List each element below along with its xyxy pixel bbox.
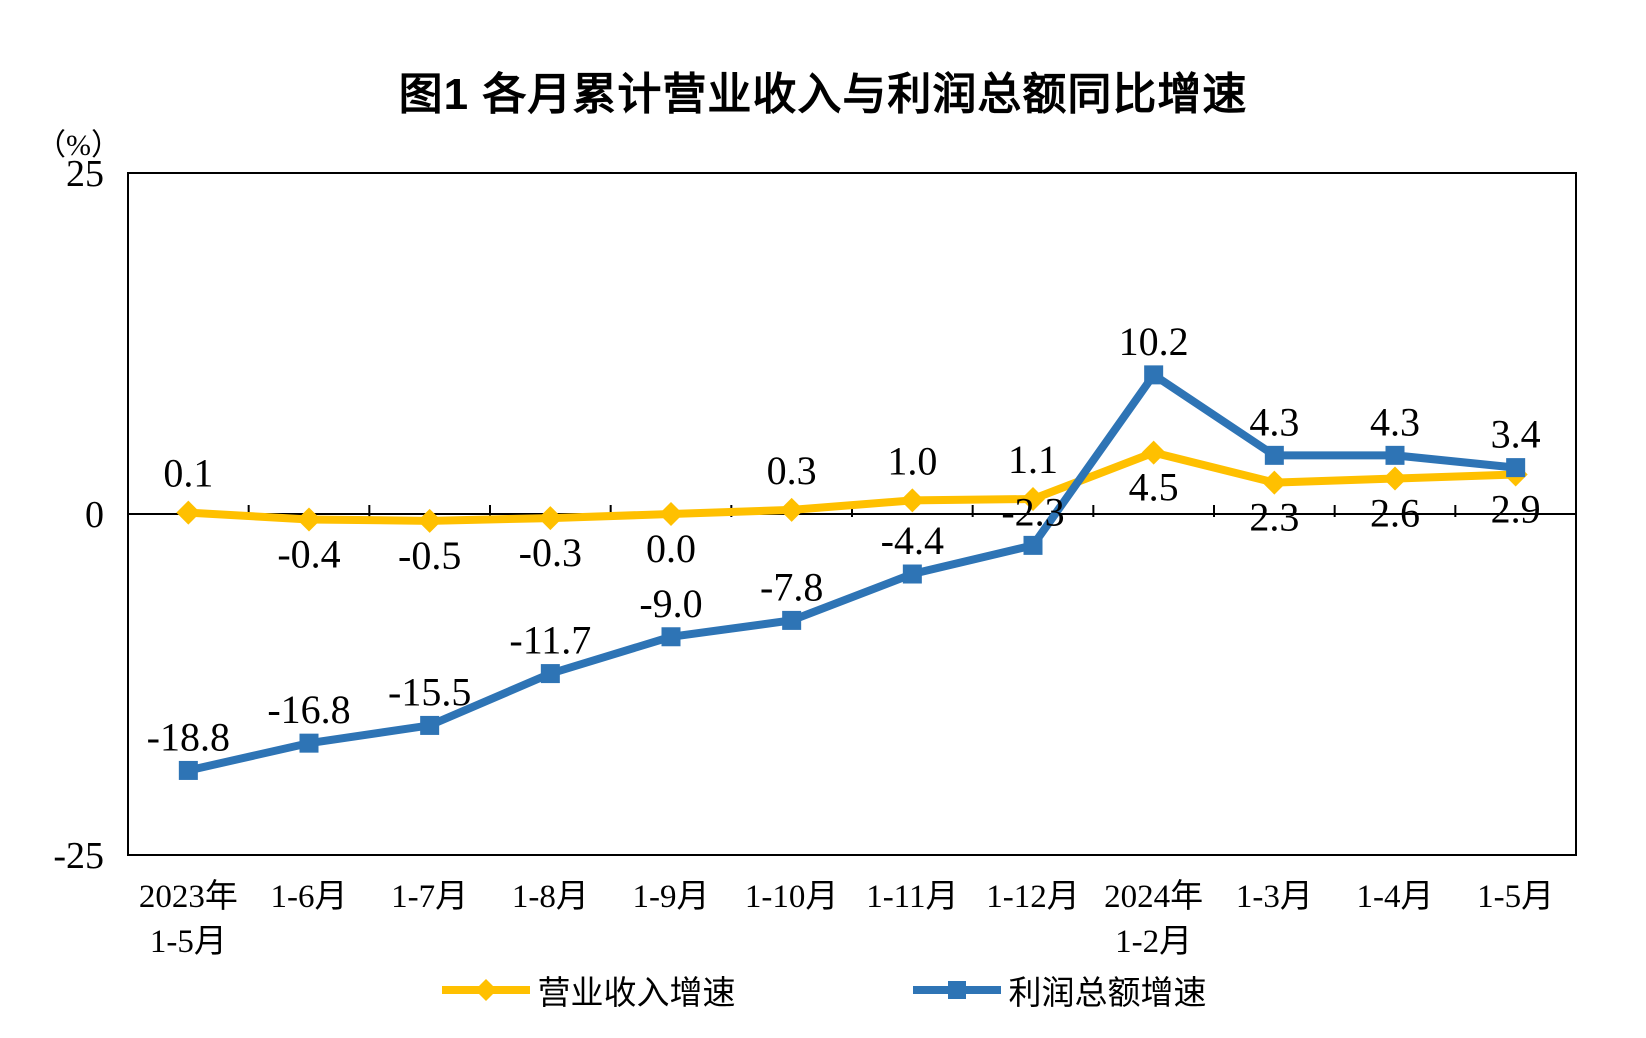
chart-title: 图1 各月累计营业收入与利润总额同比增速 [398,70,1248,119]
data-label: -16.8 [267,687,350,732]
data-label: 2.9 [1491,486,1541,531]
data-label: 0.0 [646,526,696,571]
y-tick-label: 25 [66,153,104,195]
data-label: 10.2 [1119,319,1189,364]
x-category-label: 1-4月 [1357,879,1434,915]
series-line-1 [188,448,1516,525]
x-category-label: 1-5月 [1477,879,1554,915]
square-marker [1264,445,1284,465]
square-marker [902,564,922,584]
square-marker [420,715,440,735]
data-label: 1.1 [1008,437,1058,482]
legend-square-marker-icon [912,981,1001,999]
diamond-marker [900,488,925,513]
x-category-label: 1-6月 [271,879,348,915]
data-label: -2.3 [1001,489,1064,534]
x-category-label: 2023年 [139,878,238,915]
legend-diamond-marker-icon [441,979,530,1001]
data-label: -0.5 [398,533,461,578]
data-label: 1.0 [887,438,937,483]
square-marker [1506,458,1526,478]
chart-legend: 营业收入增速 利润总额增速 [0,966,1646,1014]
data-label: 2.3 [1249,495,1299,540]
diamond-marker [1262,470,1287,495]
diamond-marker [1383,466,1407,491]
square-marker [1385,445,1405,465]
x-category-label: 1-9月 [633,879,710,915]
diamond-marker [417,508,442,533]
data-label: -15.5 [388,669,471,714]
data-label: -11.7 [509,618,591,663]
x-category-label: 1-7月 [391,879,468,915]
y-tick-label: 0 [85,494,104,536]
square-marker [661,627,681,647]
legend-item-1: 营业收入增速 [440,966,736,1014]
diamond-marker [1021,486,1045,511]
x-category-label: 1-8月 [512,879,589,915]
data-label: -0.4 [277,531,340,576]
data-label: 4.3 [1249,399,1299,444]
x-category-label: 1-3月 [1236,879,1313,915]
legend-label-2: 利润总额增速 [1008,976,1207,1012]
square-marker [299,733,319,753]
x-category-sublabel: 1-5月 [150,924,227,960]
data-label: -18.8 [147,714,230,759]
diamond-marker [659,502,683,526]
legend-item-2: 利润总额增速 [911,966,1207,1014]
diamond-marker [1141,440,1166,465]
y-tick-label: -25 [53,835,104,877]
data-label: -4.4 [881,518,944,563]
square-marker [782,610,802,630]
square-marker [1144,365,1164,385]
x-category-sublabel: 1-2月 [1115,924,1192,960]
series-line-2 [187,369,1517,775]
y-axis-unit-label: （%） [36,129,121,162]
diamond-marker [297,507,321,532]
data-label: 0.3 [767,448,817,493]
square-marker [178,760,198,780]
square-marker [540,664,560,684]
x-category-label: 1-12月 [986,879,1080,915]
data-label: 3.4 [1491,412,1541,457]
diamond-marker [779,497,804,522]
diamond-marker [538,506,563,531]
square-marker [1023,535,1043,555]
legend-label-1: 营业收入增速 [537,976,736,1012]
data-label: 4.3 [1370,399,1420,444]
x-category-label: 2024年 [1104,878,1203,915]
data-label: 0.1 [163,451,213,496]
x-category-label: 1-10月 [745,879,839,915]
diamond-marker [176,500,201,525]
data-label: 2.6 [1370,491,1420,536]
data-label: -9.0 [639,581,702,626]
data-label: -0.3 [519,530,582,575]
x-category-label: 1-11月 [866,879,958,915]
data-label: -7.8 [760,564,823,609]
data-label: 4.5 [1129,465,1179,510]
